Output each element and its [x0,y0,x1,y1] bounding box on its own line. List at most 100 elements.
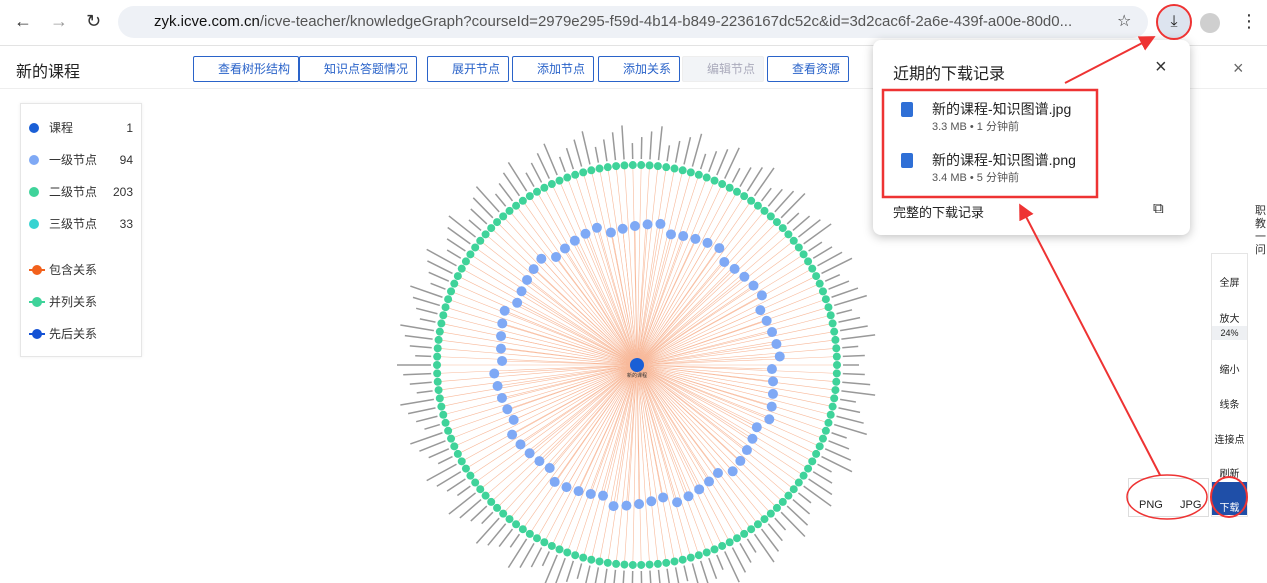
toolbar-button[interactable]: 编辑节点 [682,56,765,82]
node [655,218,666,229]
side-text[interactable]: 职教一问 [1255,205,1266,256]
node [444,426,453,435]
toolbar-button[interactable]: 添加关系 [598,56,681,82]
node [439,311,448,320]
edge [457,364,638,455]
edge [567,177,638,366]
edge [582,364,638,558]
tool[interactable]: 刷新 [1219,469,1240,480]
node [516,286,527,297]
edge [450,364,638,439]
open-icon[interactable]: ⧉ [1153,200,1164,217]
node-label [558,156,566,173]
node [768,376,779,387]
tool[interactable]: 线条 [1219,400,1240,411]
file-name[interactable]: 新的课程-知识图谱.jpg [932,101,1072,117]
node-label [792,215,811,231]
node [547,541,556,550]
close[interactable]: × [1233,58,1244,78]
node [761,315,772,326]
node [670,164,679,173]
tool[interactable]: 放大 [1219,314,1240,325]
popup-footer[interactable]: 完整的下载记录 [893,205,985,220]
toolbar-button[interactable]: 查看树形结构 [193,56,300,82]
node-label [407,407,436,415]
node-label [419,318,436,323]
node [573,486,584,497]
tool[interactable]: 全屏 [1219,278,1240,289]
browser-bar: ← → ↻ zyk.icve.com.cn/icve-teacher/knowl… [0,0,1267,46]
export-menu: PNG JPG [1128,478,1209,517]
node [645,161,654,170]
download-button[interactable]: ⤓ [1158,6,1190,38]
toolbar-button[interactable]: 展开节点 [427,56,510,82]
forward[interactable]: → [50,11,68,31]
edge [636,364,837,383]
node [710,176,719,185]
node-label [786,505,809,526]
node [563,548,572,557]
menu[interactable]: ⋮ [1240,11,1258,31]
edge [526,279,638,366]
reload[interactable]: ↻ [86,11,102,31]
edge [636,221,778,366]
toolbar-button[interactable]: 添加节点 [512,56,595,82]
node [612,559,621,568]
node [522,274,533,285]
file-name[interactable]: 新的课程-知识图谱.png [932,152,1076,168]
node [559,243,570,254]
node-label [774,517,787,531]
node-label [604,568,608,583]
edge [636,364,772,407]
edge [636,234,672,366]
node [489,368,500,379]
tool-download[interactable]: 下载 [1212,482,1247,515]
node-label [797,219,821,238]
back[interactable]: ← [14,11,32,31]
node-label [459,499,482,519]
edge [636,174,700,366]
node-label [428,271,450,282]
node [702,237,713,248]
node [747,525,756,534]
edge [559,180,638,366]
node-label [716,554,724,570]
node [587,555,596,564]
node [712,468,723,479]
toolbar-button[interactable]: 查看资源 [767,56,850,82]
node-label [838,316,861,323]
edge [470,364,638,476]
edge [636,165,650,366]
node-label [839,398,857,403]
edge [533,268,638,366]
toolbar-button[interactable]: 知识点答题情况 [299,56,418,82]
edge [636,364,753,440]
edge [636,364,778,509]
node-label [581,131,591,165]
node-label [724,551,740,583]
node [505,515,514,524]
edge [497,364,638,387]
popup-close[interactable]: × [1155,56,1167,78]
edge [636,205,759,366]
export-jpg[interactable]: JPG [1180,499,1202,511]
address-bar[interactable]: zyk.icve.com.cn/icve-teacher/knowledgeGr… [118,6,1148,38]
node [766,509,775,518]
node [766,401,777,412]
edge [636,364,835,399]
edge [636,364,748,451]
node [433,369,442,378]
node-label [419,440,446,452]
profile[interactable] [1200,13,1220,33]
tool[interactable]: 连接点 [1214,435,1245,446]
downloads-popup: 近期的下载记录 × 新的课程-知识图谱.jpg 3.3 MB • 1 分钟前 新… [873,40,1190,235]
bookmark[interactable]: ☆ [1117,13,1132,30]
tool[interactable]: 缩小 [1219,365,1240,376]
node [747,196,756,205]
node [525,192,534,201]
node [608,501,619,512]
node [804,257,813,266]
node [536,253,547,264]
export-png[interactable]: PNG [1139,499,1163,511]
node [457,264,466,273]
